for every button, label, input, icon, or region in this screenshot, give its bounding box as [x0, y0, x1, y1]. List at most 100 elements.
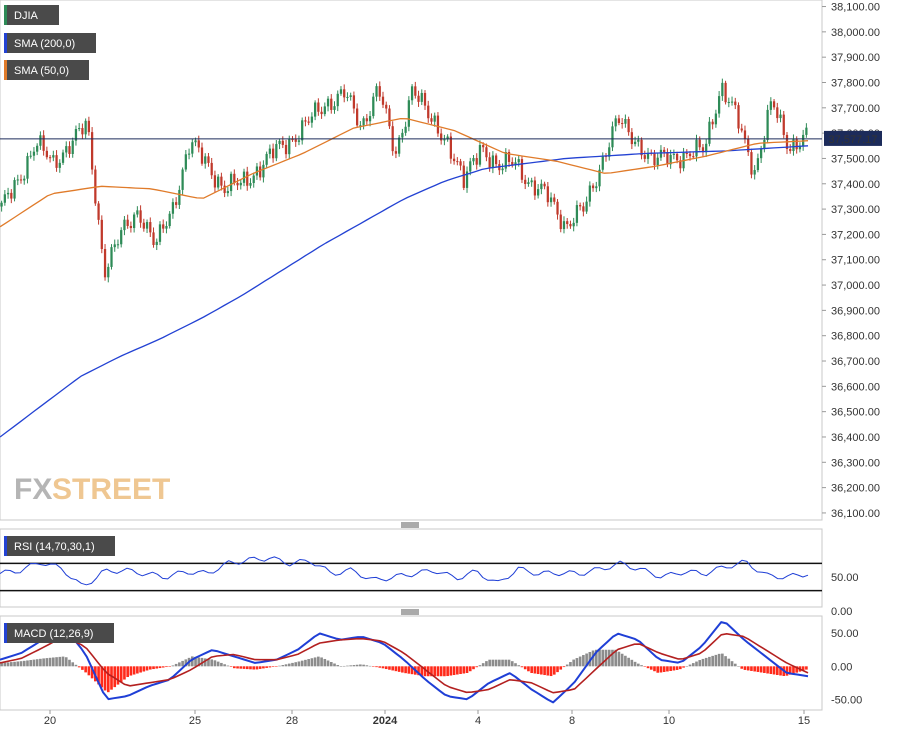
- macd-histogram-bar: [371, 666, 375, 667]
- candle-body: [74, 129, 78, 141]
- macd-histogram-bar: [530, 666, 533, 674]
- candle-body: [326, 98, 330, 107]
- candle-body: [323, 106, 326, 115]
- candle-body: [514, 162, 517, 165]
- macd-histogram-bar: [572, 659, 575, 667]
- legend-rsi[interactable]: RSI (14,70,30,1): [4, 536, 115, 556]
- macd-histogram-bar: [29, 660, 33, 667]
- macd-histogram-bar: [481, 663, 485, 667]
- price-tick-label: 37,700.00: [831, 103, 880, 115]
- panel-resize-handle-2[interactable]: [401, 609, 419, 615]
- macd-histogram-bar: [679, 666, 682, 670]
- last-price-label: 37,577.17: [824, 130, 882, 146]
- candle-body: [734, 101, 737, 106]
- candle-body: [663, 149, 666, 153]
- macd-histogram-bar: [100, 666, 104, 688]
- macd-histogram-bar: [90, 666, 94, 679]
- macd-histogram-bar: [148, 666, 152, 670]
- macd-histogram-bar: [74, 664, 78, 667]
- macd-histogram-bar: [190, 656, 194, 667]
- candle-body: [688, 153, 692, 157]
- candle-body: [52, 155, 55, 158]
- price-panel: [0, 0, 823, 521]
- price-tick-label: 37,900.00: [831, 52, 880, 64]
- rsi-tick-label: 50.00: [831, 572, 859, 584]
- candle-body: [672, 153, 676, 155]
- macd-histogram-bar: [520, 666, 524, 668]
- candle-body: [714, 113, 718, 125]
- macd-histogram-bar: [268, 666, 272, 668]
- legend-sma50[interactable]: SMA (50,0): [4, 60, 89, 80]
- sma200-line: [0, 145, 809, 438]
- macd-histogram-bar: [439, 666, 443, 677]
- candle-body: [543, 183, 546, 187]
- macd-histogram-bar: [113, 666, 117, 688]
- macd-histogram-bar: [249, 666, 252, 670]
- candle-body: [805, 127, 808, 135]
- macd-histogram-bar: [245, 666, 249, 670]
- candle-body: [204, 156, 207, 164]
- candle-body: [414, 86, 417, 96]
- macd-histogram-bar: [381, 666, 385, 669]
- macd-histogram-bar: [504, 659, 508, 667]
- macd-histogram-bar: [9, 662, 13, 667]
- macd-histogram-bar: [16, 661, 20, 667]
- candle-body: [601, 155, 604, 170]
- candle-body: [449, 136, 452, 159]
- candle-body: [103, 249, 107, 278]
- candle-body: [45, 150, 48, 158]
- macd-histogram-bar: [262, 666, 265, 669]
- candle-body: [627, 118, 630, 133]
- candle-body: [181, 169, 184, 190]
- macd-histogram-bar: [569, 662, 572, 667]
- macd-histogram-bar: [236, 666, 239, 669]
- candle-body: [356, 108, 359, 126]
- macd-histogram-bar: [785, 666, 789, 676]
- macd-histogram-bar: [3, 662, 7, 667]
- macd-tick-label: -50.00: [831, 694, 862, 706]
- candle-body: [6, 192, 10, 195]
- macd-histogram-bar: [624, 655, 627, 667]
- legend-macd[interactable]: MACD (12,26,9): [4, 623, 114, 643]
- candle-body: [410, 86, 414, 101]
- candle-body: [200, 147, 204, 164]
- candle-body: [482, 145, 485, 148]
- macd-histogram-bar: [271, 666, 275, 667]
- macd-histogram-bar: [730, 661, 734, 667]
- price-tick-label: 38,000.00: [831, 27, 880, 39]
- macd-histogram-bar: [465, 666, 469, 674]
- price-tick-label: 36,900.00: [831, 305, 880, 317]
- candle-body: [310, 116, 314, 123]
- macd-histogram-bar: [278, 665, 281, 667]
- price-tick-label: 37,200.00: [831, 229, 880, 241]
- candle-body: [540, 183, 543, 190]
- legend-djia[interactable]: DJIA: [4, 5, 59, 25]
- candle-body: [566, 221, 569, 225]
- macd-histogram-bar: [161, 666, 165, 668]
- candle-body: [459, 161, 462, 166]
- candle-body: [246, 171, 249, 186]
- candle-body: [666, 152, 669, 165]
- macd-histogram-bar: [753, 666, 756, 672]
- candle-body: [304, 120, 307, 122]
- macd-histogram-bar: [743, 666, 747, 670]
- macd-histogram-bar: [795, 666, 799, 673]
- panel-resize-handle-1[interactable]: [401, 522, 419, 528]
- candle-body: [640, 139, 643, 156]
- macd-histogram-bar: [478, 665, 482, 667]
- candle-body: [763, 139, 766, 149]
- macd-histogram-bar: [171, 665, 175, 667]
- macd-histogram-bar: [394, 666, 398, 672]
- macd-histogram-bar: [336, 665, 340, 667]
- candle-body: [772, 101, 776, 108]
- candle-body: [61, 152, 65, 163]
- candle-body: [614, 118, 617, 127]
- macd-histogram-bar: [556, 666, 559, 673]
- legend-sma200[interactable]: SMA (200,0): [4, 33, 96, 53]
- candle-body: [94, 169, 97, 204]
- macd-histogram-bar: [401, 666, 404, 673]
- macd-histogram-bar: [591, 650, 595, 667]
- macd-histogram-bar: [194, 656, 197, 667]
- candle-body: [68, 146, 71, 154]
